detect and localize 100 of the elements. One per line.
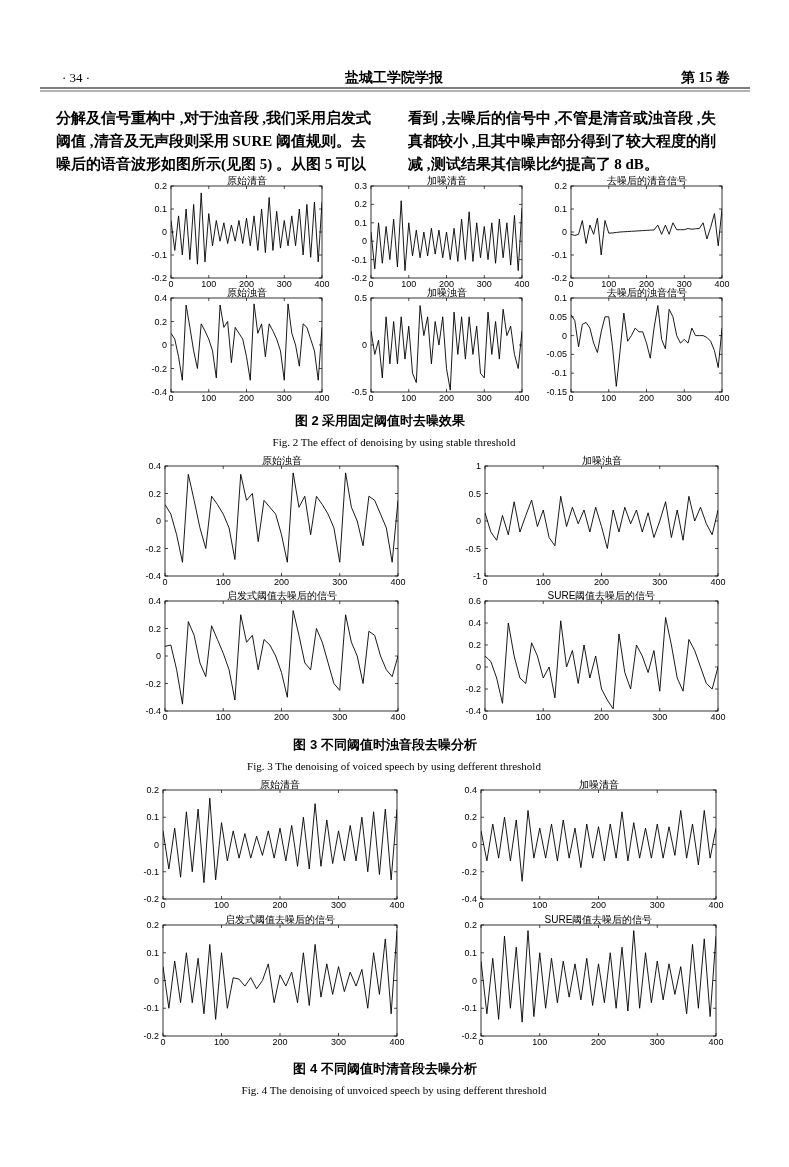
chart-title: 去噪后的浊音信号: [606, 287, 687, 298]
chart-title: 启发式阈值去噪后的信号: [226, 590, 337, 601]
y-tick-label: -0.1: [351, 254, 367, 265]
x-tick-label: 200: [272, 1037, 288, 1047]
x-tick-label: 100: [401, 279, 417, 289]
chart-title: 加噪浊音: [426, 287, 467, 298]
text: 盐城工学院学报: [344, 69, 444, 85]
chart-title: 启发式阈值去噪后的信号: [225, 914, 335, 925]
y-tick-label: 0.2: [154, 316, 167, 327]
x-tick-label: 100: [201, 393, 217, 403]
y-tick-label: -0.2: [143, 894, 159, 904]
x-tick-label: 400: [514, 393, 530, 403]
y-tick-label: 0: [155, 516, 161, 526]
y-tick-label: 0: [153, 839, 159, 850]
x-tick-label: 0: [168, 393, 174, 403]
y-tick-label: 0.2: [464, 920, 477, 930]
text: 看到 ,去噪后的信号中 ,不管是清音或浊音段 ,失: [407, 109, 716, 126]
y-tick-label: 0: [361, 340, 367, 350]
chart-title: 加噪清音: [426, 175, 467, 186]
x-tick-label: 100: [535, 712, 551, 722]
x-tick-label: 300: [332, 577, 348, 587]
y-tick-label: -0.2: [145, 543, 161, 554]
x-tick-label: 200: [590, 900, 607, 910]
y-tick-label: 0: [475, 662, 481, 672]
x-tick-label: 0: [568, 279, 574, 289]
x-tick-label: 400: [389, 900, 405, 910]
y-tick-label: 0.2: [464, 812, 477, 823]
x-tick-label: 200: [238, 393, 255, 403]
x-tick-label: 100: [532, 900, 548, 910]
x-tick-label: 300: [276, 279, 292, 289]
x-tick-label: 200: [593, 712, 610, 722]
y-tick-label: -1: [472, 571, 481, 581]
x-tick-label: 400: [710, 712, 726, 722]
y-tick-label: 0.5: [354, 293, 367, 303]
x-tick-label: 200: [590, 1037, 607, 1047]
x-tick-label: 400: [714, 393, 730, 403]
y-tick-label: -0.5: [351, 387, 367, 397]
y-tick-label: 0.1: [554, 293, 567, 303]
y-tick-label: 0.2: [154, 181, 167, 191]
y-tick-label: -0.2: [151, 363, 167, 374]
y-tick-label: 0.6: [468, 596, 481, 606]
y-tick-label: 0.1: [554, 204, 567, 214]
y-tick-label: -0.2: [461, 1031, 477, 1041]
caption: Fig. 3 The denoising of voiced speech by using defferent threshold: [247, 760, 542, 772]
x-tick-label: 400: [708, 900, 724, 910]
y-tick-label: 0.2: [148, 623, 161, 634]
x-tick-label: 400: [514, 279, 530, 289]
y-tick-label: 0.1: [154, 204, 167, 214]
x-tick-label: 300: [676, 393, 692, 403]
y-tick-label: -0.4: [145, 571, 161, 581]
caption: Fig. 2 The effect of denoising by using stable threshold: [272, 436, 516, 448]
x-tick-label: 400: [710, 577, 726, 587]
caption: 图 4 不同阈值时清音段去噪分析: [293, 1061, 477, 1076]
y-tick-label: 0.4: [148, 596, 161, 606]
y-tick-label: 0: [471, 975, 477, 986]
x-tick-label: 400: [714, 279, 730, 289]
x-tick-label: 400: [389, 1037, 405, 1047]
y-tick-label: -0.4: [461, 894, 477, 904]
y-tick-label: 0: [475, 516, 481, 526]
y-tick-label: 0.2: [468, 640, 481, 650]
x-tick-label: 400: [314, 393, 330, 403]
x-tick-label: 200: [273, 577, 290, 587]
y-tick-label: 0.4: [148, 461, 161, 471]
x-tick-label: 100: [201, 279, 217, 289]
x-tick-label: 100: [535, 577, 551, 587]
y-tick-label: 0: [471, 839, 477, 850]
chart-title: 原始浊音: [261, 455, 302, 466]
y-tick-label: -0.1: [551, 368, 567, 379]
x-tick-label: 100: [215, 577, 231, 587]
y-tick-label: 0.1: [464, 947, 477, 958]
y-tick-label: -0.2: [143, 1031, 159, 1041]
y-tick-label: -0.2: [151, 273, 167, 283]
x-tick-label: 300: [476, 393, 492, 403]
y-tick-label: 0.3: [354, 181, 367, 191]
caption: 图 2 采用固定阈值时去噪效果: [294, 413, 467, 428]
y-tick-label: 0: [361, 236, 367, 247]
y-tick-label: -0.2: [351, 273, 367, 283]
chart-title: 加噪浊音: [581, 455, 622, 466]
y-tick-label: 0.4: [154, 293, 167, 303]
y-tick-label: 0.2: [146, 785, 159, 795]
x-tick-label: 0: [368, 393, 374, 403]
text: 第 15 卷: [680, 70, 730, 85]
text: 真都较小 ,且其中噪声部分得到了较大程度的削: [407, 132, 716, 149]
x-tick-label: 400: [708, 1037, 724, 1047]
y-tick-label: 0.1: [354, 217, 367, 228]
y-tick-label: -0.4: [151, 387, 167, 397]
x-tick-label: 200: [638, 393, 655, 403]
text: 阈值 ,清音及无声段则采用 SURE 阈值规则。去: [56, 132, 367, 149]
x-tick-label: 0: [482, 712, 488, 722]
x-tick-label: 300: [649, 1037, 665, 1047]
x-tick-label: 200: [273, 712, 290, 722]
y-tick-label: 1: [475, 461, 481, 471]
y-tick-label: 0.1: [146, 947, 159, 958]
x-tick-label: 0: [368, 279, 374, 289]
x-tick-label: 300: [476, 279, 492, 289]
y-tick-label: 0.1: [146, 812, 159, 823]
caption: 图 3 不同阈值时浊音段去噪分析: [293, 737, 477, 752]
y-tick-label: -0.2: [465, 684, 481, 694]
y-tick-label: -0.2: [145, 678, 161, 689]
chart-title: SURE阈值去噪后的信号: [547, 590, 656, 601]
